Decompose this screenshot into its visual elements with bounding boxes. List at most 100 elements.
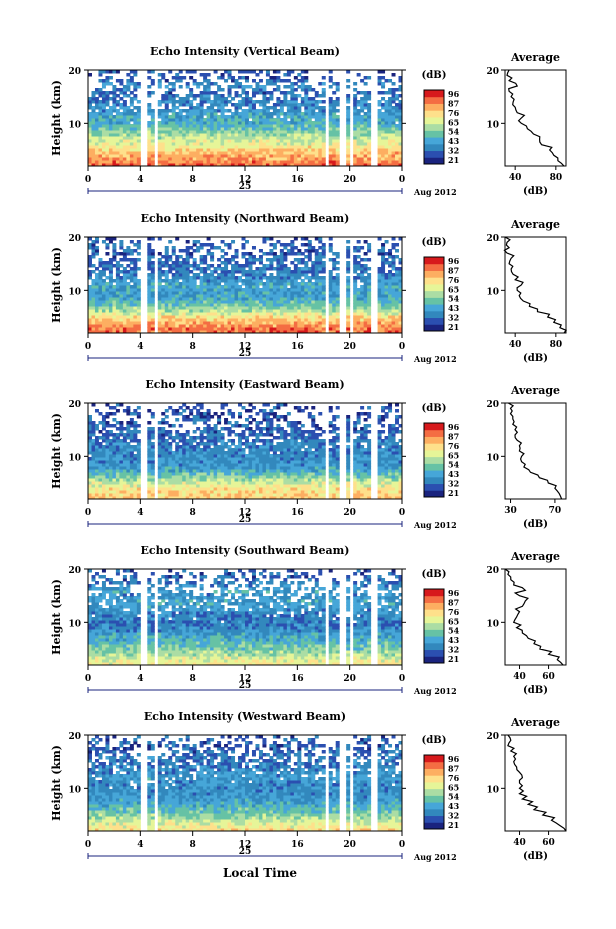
heatmap-cell	[311, 130, 316, 134]
heatmap-cell	[182, 130, 187, 134]
heatmap-cell	[108, 82, 113, 86]
heatmap-cell	[210, 246, 215, 250]
heatmap-cell	[189, 300, 194, 304]
heatmap-cell	[192, 324, 197, 328]
heatmap-cell	[185, 315, 190, 319]
heatmap-cell	[346, 112, 351, 116]
heatmap-cell	[290, 88, 295, 92]
heatmap-cell	[185, 309, 190, 313]
heatmap-cell	[206, 142, 211, 146]
heatmap-cell	[217, 94, 222, 98]
heatmap-cell	[220, 151, 225, 155]
heatmap-cell	[328, 109, 333, 113]
heatmap-cell	[279, 258, 284, 262]
heatmap-cell	[129, 109, 134, 113]
heatmap-cell	[220, 94, 225, 98]
heatmap-cell	[224, 136, 229, 140]
heatmap-cell	[91, 318, 96, 322]
heatmap-cell	[255, 496, 260, 500]
heatmap-cell	[192, 142, 197, 146]
heatmap-cell	[231, 270, 236, 274]
heatmap-cell	[377, 279, 382, 283]
heatmap-cell	[150, 315, 155, 319]
heatmap-cell	[381, 297, 386, 301]
heatmap-cell	[269, 330, 274, 334]
heatmap-cell	[290, 312, 295, 316]
heatmap-cell	[304, 103, 309, 107]
heatmap-cell	[108, 291, 113, 295]
heatmap-cell	[199, 484, 204, 488]
heatmap-cell	[206, 88, 211, 92]
heatmap-cell	[300, 82, 305, 86]
heatmap-cell	[224, 309, 229, 313]
heatmap-cell	[231, 127, 236, 131]
heatmap-cell	[265, 318, 270, 322]
heatmap-cell	[314, 312, 319, 316]
heatmap-cell	[335, 154, 340, 158]
heatmap-cell	[314, 303, 319, 307]
heatmap-cell	[185, 318, 190, 322]
heatmap-cell	[258, 279, 263, 283]
heatmap-cell	[213, 112, 218, 116]
heatmap-cell	[300, 243, 305, 247]
heatmap-cell	[367, 282, 372, 286]
heatmap-cell	[185, 327, 190, 331]
heatmap-cell	[175, 142, 180, 146]
heatmap-cell	[321, 115, 326, 119]
heatmap-cell	[286, 106, 291, 110]
heatmap-cell	[164, 246, 169, 250]
heatmap-cell	[311, 127, 316, 131]
heatmap-cell	[136, 246, 141, 250]
heatmap-cell	[94, 240, 99, 244]
heatmap-cell	[360, 294, 365, 298]
heatmap-cell	[157, 82, 162, 86]
heatmap-cell	[388, 112, 393, 116]
heatmap-cell	[297, 94, 302, 98]
heatmap-cell	[175, 157, 180, 161]
heatmap-cell	[175, 79, 180, 83]
heatmap-cell	[213, 291, 218, 295]
heatmap-cell	[119, 315, 124, 319]
heatmap-cell	[276, 487, 281, 491]
heatmap-cell	[178, 276, 183, 280]
heatmap-cell	[178, 85, 183, 89]
heatmap-cell	[150, 493, 155, 497]
heatmap-cell	[164, 97, 169, 101]
heatmap-cell	[272, 472, 277, 476]
heatmap-cell	[192, 484, 197, 488]
heatmap-cell	[262, 285, 267, 289]
heatmap-cell	[269, 324, 274, 328]
heatmap-cell	[384, 79, 389, 83]
heatmap-cell	[136, 109, 141, 113]
heatmap-cell	[269, 249, 274, 253]
heatmap-cell	[248, 327, 253, 331]
heatmap-cell	[231, 163, 236, 167]
heatmap-cell	[196, 324, 201, 328]
heatmap-cell	[189, 70, 194, 74]
heatmap-cell	[300, 472, 305, 476]
heatmap-cell	[265, 264, 270, 268]
heatmap-cell	[133, 139, 138, 143]
heatmap-cell	[157, 306, 162, 310]
heatmap-cell	[231, 273, 236, 277]
heatmap-cell	[175, 490, 180, 494]
heatmap-cell	[217, 136, 222, 140]
heatmap-cell	[318, 306, 323, 310]
heatmap-cell	[98, 163, 103, 167]
heatmap-cell	[311, 109, 316, 113]
heatmap-cell	[251, 273, 256, 277]
heatmap-cell	[129, 124, 134, 128]
heatmap-cell	[265, 154, 270, 158]
heatmap-cell	[307, 88, 312, 92]
heatmap-cell	[395, 487, 400, 491]
heatmap-cell	[367, 115, 372, 119]
heatmap-cell	[147, 276, 152, 280]
heatmap-cell	[269, 481, 274, 485]
heatmap-cell	[391, 124, 396, 128]
heatmap-cell	[119, 481, 124, 485]
heatmap-cell	[395, 130, 400, 134]
heatmap-cell	[101, 282, 106, 286]
heatmap-cell	[381, 294, 386, 298]
heatmap-cell	[314, 300, 319, 304]
heatmap-cell	[115, 273, 120, 277]
